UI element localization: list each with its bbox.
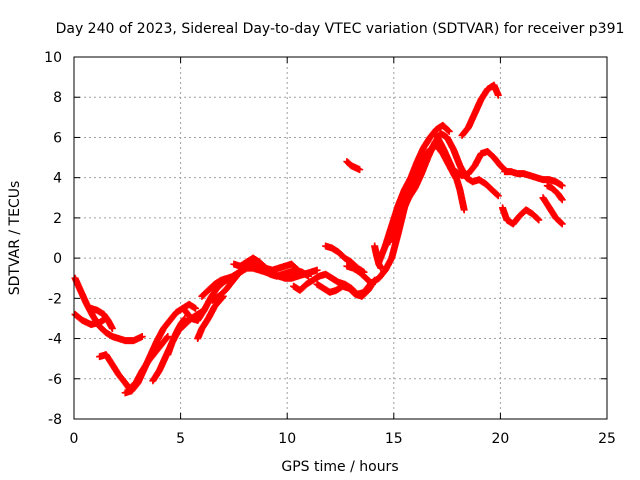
data-point <box>294 266 302 274</box>
y-tick-label: -6 <box>48 372 62 388</box>
data-point <box>108 325 116 332</box>
data-point <box>557 219 565 227</box>
series-s2 <box>71 310 110 328</box>
data-point <box>535 216 543 224</box>
data-point <box>558 196 566 204</box>
data-point <box>181 314 189 322</box>
data-point <box>192 304 200 312</box>
x-tick-label: 15 <box>385 431 403 447</box>
data-point <box>558 182 566 190</box>
data-point <box>534 215 542 223</box>
data-point <box>293 265 301 273</box>
plot-frame <box>73 56 608 420</box>
y-tick-label: -4 <box>48 332 62 348</box>
y-tick-label: 8 <box>53 90 62 106</box>
data-point <box>356 166 364 174</box>
x-tick-label: 0 <box>70 431 79 447</box>
data-point <box>558 220 566 228</box>
y-tick-label: 2 <box>53 211 62 227</box>
data-point <box>305 272 313 280</box>
x-axis-label: GPS time / hours <box>281 459 398 475</box>
y-axis-label: SDTVAR / TECUs <box>7 181 23 296</box>
chart-title: Day 240 of 2023, Sidereal Day-to-day VTE… <box>56 21 625 37</box>
series-s25 <box>501 168 566 190</box>
series-s14 <box>313 276 379 300</box>
y-tick-labels: -8 -6 -4 -2 0 2 4 6 8 10 <box>44 50 62 428</box>
series-s13 <box>290 270 374 298</box>
data-point <box>445 127 453 135</box>
data-point <box>164 333 172 341</box>
x-tick-label: 20 <box>491 431 509 447</box>
data-point <box>313 266 321 274</box>
data-point <box>138 333 146 341</box>
x-tick-label: 25 <box>598 431 616 447</box>
data-point <box>494 192 502 200</box>
series-s21 <box>386 129 502 246</box>
y-tick-label: -8 <box>48 412 62 428</box>
data-point <box>494 91 502 99</box>
series-s1 <box>71 274 146 345</box>
series-s28 <box>543 182 566 204</box>
series-s7 <box>164 314 189 359</box>
y-tick-label: 0 <box>53 251 62 267</box>
x-tick-label: 5 <box>176 431 185 447</box>
y-tick-label: 4 <box>53 171 62 187</box>
data-points <box>71 81 566 397</box>
series-s12 <box>230 254 302 274</box>
x-tick-labels: 0 5 10 15 20 25 <box>70 431 616 447</box>
y-tick-label: 6 <box>53 130 62 146</box>
data-point <box>460 206 468 214</box>
data-point <box>493 191 501 199</box>
series-s27 <box>539 194 566 228</box>
data-point <box>444 127 452 135</box>
series-s5 <box>121 300 200 397</box>
x-tick-label: 10 <box>278 431 296 447</box>
series-s20 <box>375 121 453 266</box>
series-s3 <box>87 304 116 332</box>
series-s17 <box>343 158 364 174</box>
series-s26 <box>499 204 543 228</box>
y-tick-label: -2 <box>48 291 62 307</box>
y-tick-label: 10 <box>44 50 62 66</box>
series-s24 <box>458 81 502 139</box>
